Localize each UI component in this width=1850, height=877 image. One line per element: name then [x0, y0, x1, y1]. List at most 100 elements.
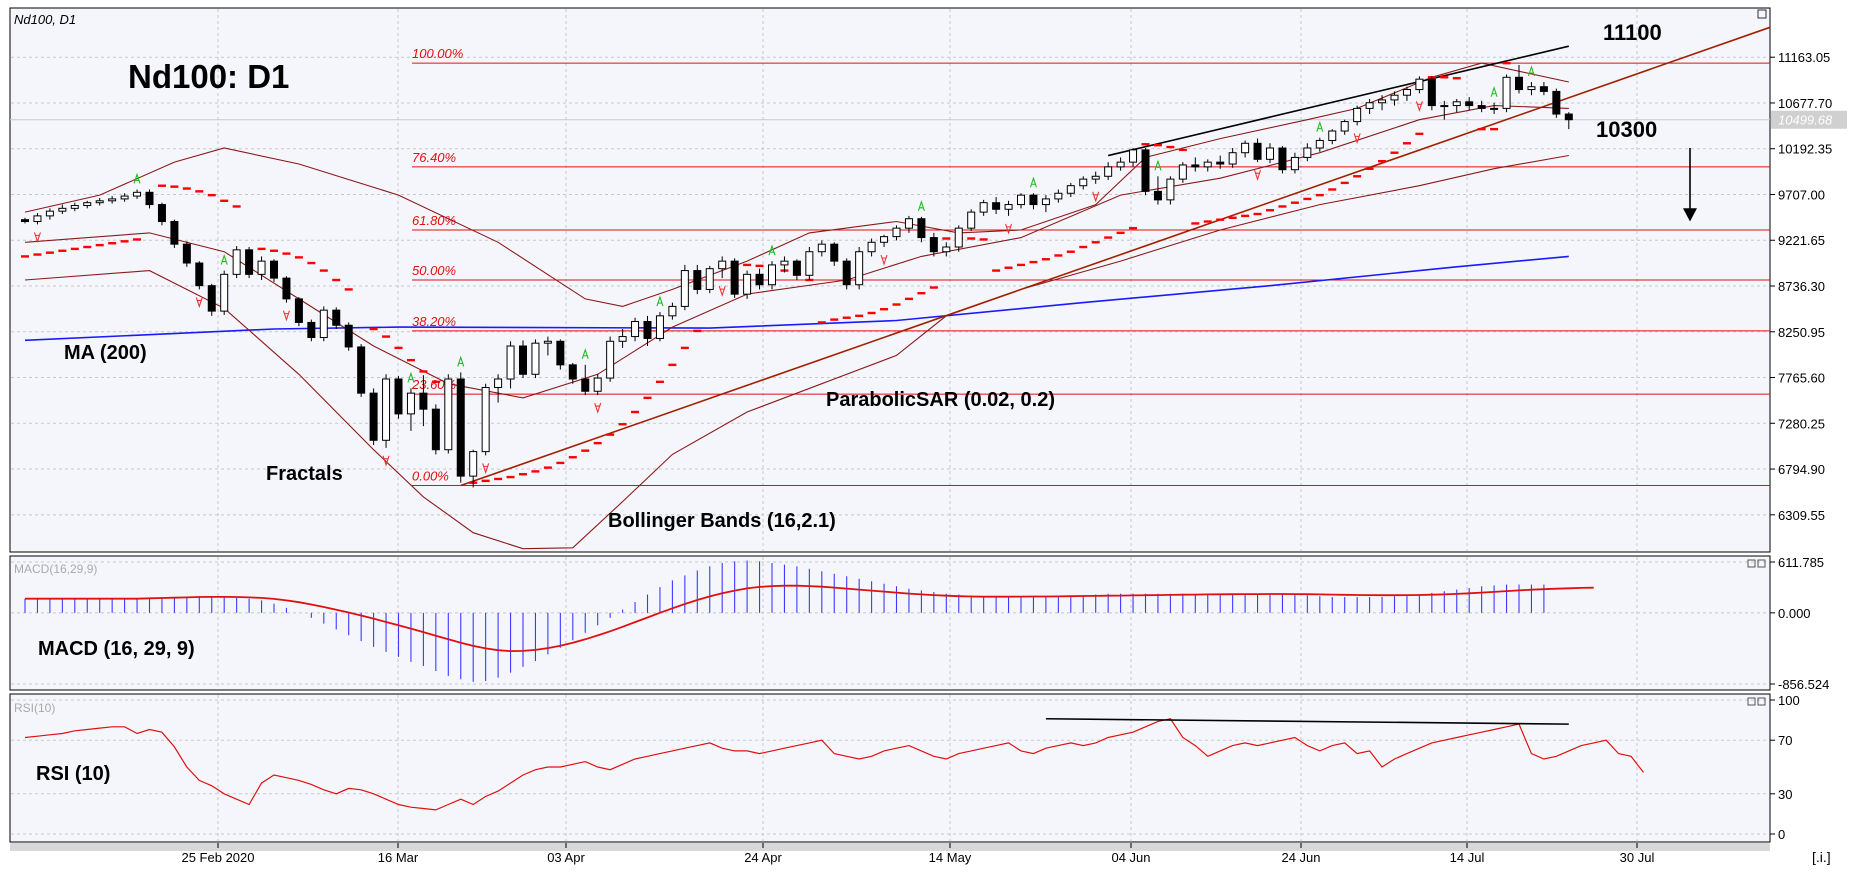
candle-body [170, 221, 179, 245]
fractal-down-icon [1353, 133, 1361, 145]
price-y-tick-label: 9707.00 [1778, 187, 1825, 202]
candle-body [307, 321, 316, 339]
candle-body [1116, 161, 1125, 168]
candle-body [1440, 105, 1449, 108]
candle-body [842, 260, 851, 286]
candle [419, 375, 428, 427]
candle-body [1278, 147, 1287, 171]
candle-body [1191, 164, 1200, 168]
candle-body [830, 243, 839, 262]
fractal-up-icon [917, 200, 925, 212]
candle [95, 197, 104, 206]
candle [643, 315, 652, 346]
price-y-tick-label: 9221.65 [1778, 233, 1825, 248]
candle-body [581, 378, 590, 392]
candle [1552, 88, 1561, 118]
candle [494, 374, 503, 403]
info-icon[interactable]: [.i.] [1812, 849, 1831, 865]
candle [207, 283, 216, 316]
candle-body [1527, 86, 1536, 91]
candle [805, 247, 814, 280]
fractal-down-icon [1005, 223, 1013, 235]
bb-label: Bollinger Bands (16,2.1) [608, 510, 836, 532]
candle-body [456, 378, 465, 477]
candle [979, 199, 988, 216]
candle-body [768, 264, 776, 286]
rsi-y-tick-label: 70 [1778, 733, 1792, 748]
candle-body [954, 227, 963, 248]
rsi-y-tick-label: 0 [1778, 827, 1785, 842]
candle-body [282, 277, 291, 300]
candle [444, 374, 453, 454]
price-y-tick-label: 10192.35 [1778, 142, 1832, 157]
candle-body [867, 241, 876, 253]
candle-body [967, 211, 976, 229]
fractal-down-icon [1415, 101, 1423, 113]
candle-body [929, 237, 938, 253]
candle [1017, 193, 1025, 209]
candle-body [631, 320, 640, 338]
candle-body [1017, 194, 1025, 206]
price-y-tick-label: 8250.95 [1778, 325, 1825, 340]
bollinger-band-line [24, 62, 1569, 307]
candle-body [1427, 78, 1436, 107]
rsi-y-tick-label: 30 [1778, 787, 1792, 802]
symbol-label: Nd100, D1 [14, 12, 76, 27]
ma200-line [24, 255, 1569, 342]
candle-body [1166, 178, 1175, 201]
candle-body [294, 298, 303, 323]
x-tick-label: 04 Jun [1111, 850, 1150, 865]
fractal-up-icon [768, 244, 776, 256]
candle-body [1029, 194, 1038, 206]
uptrend-support-line [460, 26, 1771, 487]
macd-header: MACD(16,29,9) [14, 562, 97, 576]
candle-body [817, 243, 826, 253]
candle [1029, 193, 1038, 210]
candle-body [1079, 178, 1088, 187]
candle-body [45, 210, 54, 217]
macd-panel-buttons[interactable] [1747, 559, 1766, 568]
candle-body [743, 273, 752, 295]
candle-body [506, 345, 515, 380]
fractal-down-icon [594, 402, 602, 414]
candle-body [1266, 147, 1274, 160]
candle [182, 241, 191, 267]
candle [1378, 95, 1387, 111]
candle [58, 204, 67, 214]
candle [456, 372, 465, 483]
candle-body [1303, 147, 1312, 158]
candle [618, 329, 627, 348]
candle [1116, 157, 1125, 171]
candle [1129, 148, 1138, 167]
candle [1278, 146, 1287, 174]
candle-body [1564, 113, 1573, 121]
candle-body [1378, 99, 1387, 104]
rsi-panel-buttons[interactable] [1747, 697, 1766, 706]
candle [1465, 97, 1474, 111]
candle-body [21, 219, 29, 223]
current-price-box [1771, 110, 1847, 129]
candle [792, 259, 801, 280]
candle-body [593, 377, 602, 392]
fractal-down-icon [880, 254, 888, 266]
price-y-tick-label: 8736.30 [1778, 279, 1825, 294]
candle-body [95, 200, 104, 204]
candle [382, 374, 391, 448]
candle [1365, 98, 1374, 115]
candle-body [1315, 139, 1324, 149]
candle [1527, 82, 1536, 96]
candle-body [1539, 86, 1548, 92]
candle [344, 322, 353, 351]
candle-body [1203, 161, 1212, 168]
rsi-line [24, 718, 1644, 811]
fractal-up-icon [1527, 65, 1535, 77]
candle-body [1091, 175, 1100, 180]
candle [830, 242, 839, 266]
candle [718, 256, 727, 279]
candle [1427, 76, 1436, 111]
price-panel-maximize-icon[interactable] [1757, 9, 1767, 19]
upper-channel-line [1107, 45, 1569, 157]
fractal-up-icon [656, 295, 664, 307]
candle [270, 259, 278, 282]
candle [593, 374, 602, 396]
